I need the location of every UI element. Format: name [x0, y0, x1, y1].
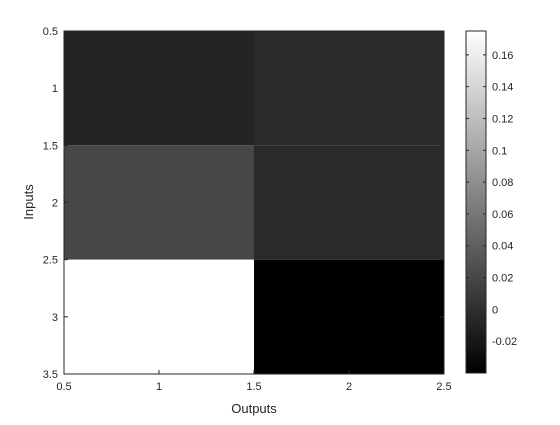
x-tick-label: 1: [156, 381, 162, 393]
colorbar-tick-label: 0.1: [492, 145, 507, 157]
heatmap-cell-r1-c2: [254, 31, 444, 146]
colorbar-tick-label: 0.08: [492, 177, 513, 189]
colorbar-frame: [465, 30, 487, 374]
colorbar-gradient: [466, 31, 486, 373]
heatmap-cell-r2-c2: [254, 145, 444, 260]
y-tick-label: 1: [52, 83, 58, 95]
heatmap-cells: [64, 31, 444, 374]
colorbar-tick-label: 0.02: [492, 273, 513, 285]
heatmap-cell-r1-c1: [64, 31, 254, 146]
colorbar-tick-label: 0.16: [492, 50, 513, 62]
x-tick-label: 2.5: [436, 381, 451, 393]
colorbar-tick-label: 0.12: [492, 113, 513, 125]
x-tick-label: 2: [346, 381, 352, 393]
x-tick-label: 0.5: [56, 381, 71, 393]
heatmap-cell-r3-c2: [254, 259, 444, 374]
colorbar-tick-label: 0.06: [492, 209, 513, 221]
colorbar-tick-label: 0.14: [492, 82, 513, 94]
y-tick-label: 0.5: [43, 26, 58, 38]
x-tick-label: 1.5: [246, 381, 261, 393]
y-tick-label: 1.5: [43, 140, 58, 152]
colorbar-tick-label: -0.02: [492, 336, 517, 348]
y-tick-label: 2: [52, 198, 58, 210]
y-tick-label: 3.5: [43, 369, 58, 381]
y-tick-label: 2.5: [43, 255, 58, 267]
x-axis-ticks: 0.5 1 1.5 2 2.5: [56, 31, 452, 393]
y-axis-ticks: 0.5 1 1.5 2 2.5 3 3.5: [43, 26, 444, 381]
x-axis-label: Outputs: [231, 401, 277, 416]
colorbar-tick-label: 0.04: [492, 241, 513, 253]
heatmap-cell-r3-c1: [64, 259, 254, 374]
colorbar-tick-label: 0: [492, 304, 498, 316]
colorbar: -0.02 0 0.02 0.04 0.06 0.08 0.1 0.12 0.14 0.16: [465, 30, 517, 374]
y-tick-label: 3: [52, 312, 58, 324]
y-axis-label: Inputs: [21, 184, 36, 220]
heatmap-cell-r2-c1: [64, 145, 254, 260]
